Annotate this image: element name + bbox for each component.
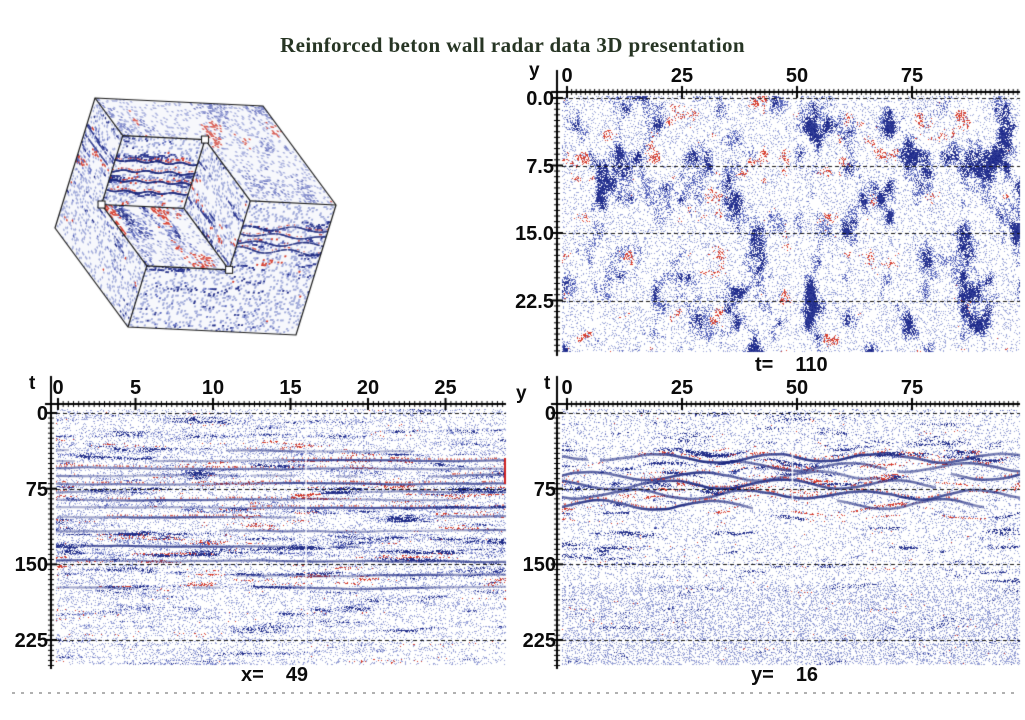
time-slice-caption-name: t= (755, 354, 774, 376)
time-slice-panel[interactable] (562, 96, 1020, 352)
y-tick-label: 0 (544, 402, 556, 425)
y-slice-caption: y= 16 (751, 665, 818, 685)
x-slice-caption: x= 49 (241, 665, 308, 685)
x-tick-label: 10 (201, 377, 225, 399)
time-slice-caption: t= 110 (755, 355, 828, 375)
x-tick-label: 15 (279, 377, 302, 399)
y-tick-label: 225 (14, 629, 48, 652)
y-axis-letter: t (544, 373, 551, 394)
y-tick-label: 225 (522, 629, 556, 652)
y-tick-label: 75 (25, 478, 48, 501)
x-axis-letter: y (516, 383, 527, 404)
page-title: Reinforced beton wall radar data 3D pres… (280, 33, 745, 57)
y-tick-label: 7.5 (526, 155, 554, 178)
y-axis-letter: y (529, 60, 540, 81)
x-tick-label: 75 (900, 377, 924, 399)
y-tick-label: 75 (533, 478, 556, 501)
x-tick-label: 0 (561, 377, 573, 399)
x-tick-label: 0 (52, 377, 64, 399)
x-slice-caption-name: x= (241, 664, 264, 686)
y-tick-label: 0.0 (526, 87, 554, 110)
y-axis-letter: t (29, 373, 36, 394)
y-tick-label: 150 (522, 554, 556, 577)
x-tick-label: 25 (670, 65, 694, 87)
x-tick-label: 25 (434, 377, 457, 399)
y-tick-label: 22.5 (515, 290, 554, 313)
x-tick-label: 0 (561, 65, 573, 87)
y-slice-caption-name: y= (751, 664, 774, 686)
x-tick-label: 5 (129, 377, 142, 399)
x-tick-label: 50 (785, 377, 809, 399)
x-tick-label: 50 (785, 65, 809, 87)
x-tick-label: 20 (356, 377, 380, 399)
y-tick-label: 0 (36, 402, 48, 425)
x-tick-label: 25 (670, 377, 694, 399)
y-tick-label: 15.0 (515, 222, 554, 245)
y-slice-caption-value: 16 (795, 664, 819, 686)
x-slice-caption-value: 49 (285, 664, 309, 686)
y-tick-label: 150 (14, 554, 48, 577)
time-slice-caption-value: 110 (795, 354, 828, 376)
y-slice-panel[interactable] (562, 409, 1020, 665)
page-bottom-divider (12, 692, 1016, 694)
volume-3d-view[interactable] (50, 92, 345, 342)
x-tick-label: 75 (900, 65, 924, 87)
x-slice-panel[interactable] (56, 409, 506, 665)
